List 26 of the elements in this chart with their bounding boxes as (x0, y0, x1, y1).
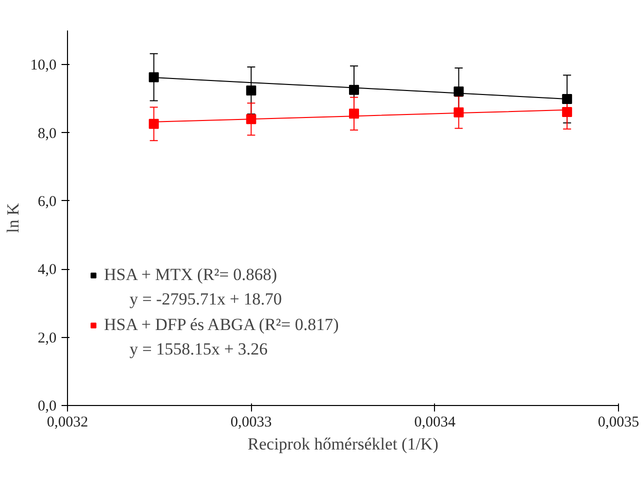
legend-label: HSA + DFP és ABGA (R²= 0.817) (104, 315, 339, 335)
y-tick-label: 8,0 (38, 126, 56, 142)
point (246, 86, 256, 96)
y-tick-label: 10,0 (30, 58, 56, 74)
x-tick-label: 0,0035 (598, 414, 640, 430)
y-tick-label: 4,0 (38, 262, 56, 278)
legend-label: HSA + MTX (R²= 0.868) (104, 265, 278, 285)
x-axis-title: Reciprok hőmérséklet (1/K) (248, 434, 438, 454)
annotation: y = -2795.71x + 18.70 (130, 290, 282, 308)
x-tick-label: 0,0033 (230, 414, 272, 430)
x-tick-label: 0,0034 (414, 414, 456, 430)
point (148, 72, 159, 82)
point (349, 108, 360, 119)
annotation: y = 1558.15x + 3.26 (130, 340, 268, 358)
point (454, 86, 464, 97)
point (454, 107, 464, 118)
point (148, 118, 159, 129)
y-tick-label: 6,0 (38, 194, 56, 210)
point (246, 114, 256, 124)
point (349, 84, 360, 95)
y-tick-label: 2,0 (38, 330, 56, 346)
y-axis-title: ln K (3, 202, 22, 233)
y-tick-label: 0,0 (38, 398, 56, 414)
point (562, 94, 572, 104)
x-tick-label: 0,0032 (46, 414, 88, 430)
point (562, 106, 572, 117)
